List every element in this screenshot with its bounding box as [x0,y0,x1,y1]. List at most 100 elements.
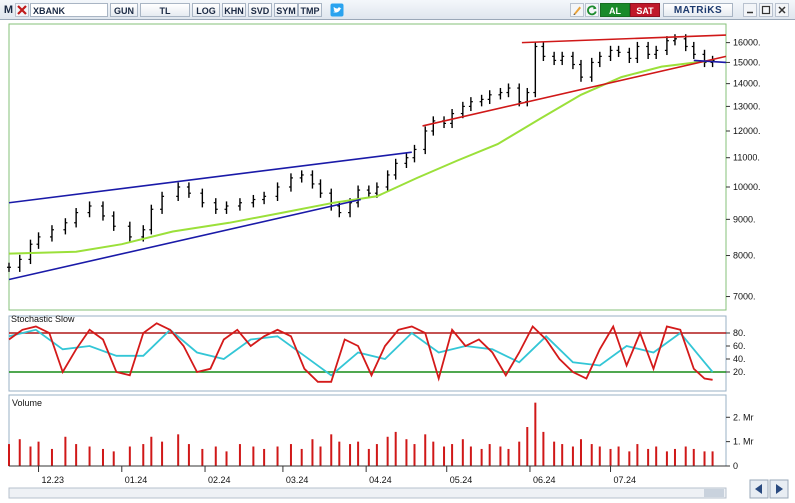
price-tick-label: 9000. [733,214,756,224]
twitter-icon[interactable] [330,3,344,17]
volume-bar [488,444,491,466]
price-tick-label: 13000. [733,101,761,111]
volume-bar [703,451,706,466]
volume-bar [386,436,389,466]
date-tick-label: 04.24 [369,475,392,485]
svd-button[interactable]: SVD [248,3,272,17]
date-tick-label: 01.24 [125,475,148,485]
volume-bar [37,441,40,466]
volume-bar [201,448,204,466]
maximize-icon[interactable] [759,3,773,17]
volume-bar [177,434,180,466]
volume-bar [692,448,695,466]
price-tick-label: 15000. [733,57,761,67]
app-logo: M [3,4,14,16]
volume-bar [252,446,255,466]
symbol-field[interactable]: XBANK [30,3,108,17]
price-bars [7,34,715,272]
volume-bar [579,439,582,466]
log-scale-button[interactable]: LOG [192,3,220,17]
volume-bar [590,444,593,466]
volume-bar [357,441,360,466]
stochastic-d-line [8,328,714,377]
volume-bar [518,441,521,466]
volume-bar [424,434,427,466]
date-tick-label: 03.24 [286,475,309,485]
price-tick-label: 10000. [733,182,761,192]
volume-bar [617,446,620,466]
stochastic-pane-frame [8,315,727,392]
chart-area: 16000. 15000. 14000. 13000. 12000. 11000. 1000… [0,20,795,503]
sell-button[interactable]: SAT [630,3,660,17]
volume-bar [553,441,556,466]
volume-bar [338,441,341,466]
stochastic-title: Stochastic Slow [11,314,75,324]
minimize-icon[interactable] [743,3,757,17]
volume-bar [561,444,564,466]
volume-bar [50,448,53,466]
price-pane: 16000. 15000. 14000. 13000. 12000. 11000. 1000… [7,23,761,311]
trendline [521,34,727,44]
volume-bar [112,451,115,466]
volume-title: Volume [12,398,42,408]
volume-bar [128,446,131,466]
volume-bar [405,439,408,466]
volume-bar [142,444,145,466]
volume-tick-label: 2. Mr [733,412,754,422]
volume-bar [499,446,502,466]
volume-bar [214,446,217,466]
price-tick-label: 14000. [733,79,761,89]
khn-button[interactable]: KHN [222,3,246,17]
toolbar: M XBANK GUN TL LOG KHN SVD SYM TMP AL SA… [0,0,795,20]
volume-bar [375,444,378,466]
volume-bar [443,446,446,466]
volume-bar [684,446,687,466]
volume-bar [29,446,32,466]
volume-bar [150,436,153,466]
edit-icon[interactable] [570,3,584,17]
buy-button[interactable]: AL [600,3,630,17]
chart-close-icon[interactable] [15,3,29,17]
scrollbar-thumb [704,489,724,497]
brand-label: MATRiKS [663,3,733,17]
volume-bar [711,451,714,466]
volume-bar [461,439,464,466]
symbol-button[interactable]: SYM [274,3,298,17]
volume-bar [238,444,241,466]
volume-bar [571,446,574,466]
price-tick-label: 7000. [733,292,756,302]
date-tick-label: 12.23 [42,475,65,485]
period-button[interactable]: GUN [110,3,138,17]
refresh-icon[interactable] [585,3,599,17]
moving-average-line [8,59,713,255]
volume-pane: Volume 2. Mr 1. Mr 0 [8,394,754,471]
horizontal-scrollbar[interactable] [8,479,789,499]
volume-bar [349,444,352,466]
stochastic-tick-label: 80. [733,328,746,338]
volume-bar [647,448,650,466]
volume-bar [367,448,370,466]
stochastic-pane: Stochastic Slow 80. 60. 40. 20. [8,314,746,392]
volume-bar [161,441,164,466]
volume-bar [480,448,483,466]
price-pane-frame [8,23,727,311]
close-icon[interactable] [775,3,789,17]
volume-bar [598,446,601,466]
stochastic-tick-label: 60. [733,341,746,351]
trendline [422,55,727,127]
date-tick-label: 07.24 [614,475,637,485]
volume-tick-label: 1. Mr [733,437,754,447]
volume-bar [655,446,658,466]
volume-bar [64,436,67,466]
volume-bar [636,444,639,466]
volume-bar [311,439,314,466]
currency-button[interactable]: TL [140,3,190,17]
date-axis: 12.23 01.24 02.24 03.24 04.24 05.24 06.24 07.24 [9,465,726,485]
price-tick-label: 8000. [733,251,756,261]
volume-bar [394,431,397,466]
template-button[interactable]: TMP [298,3,322,17]
scroll-right-icon [776,484,783,494]
volume-tick-label: 0 [733,461,738,471]
date-tick-label: 06.24 [533,475,556,485]
